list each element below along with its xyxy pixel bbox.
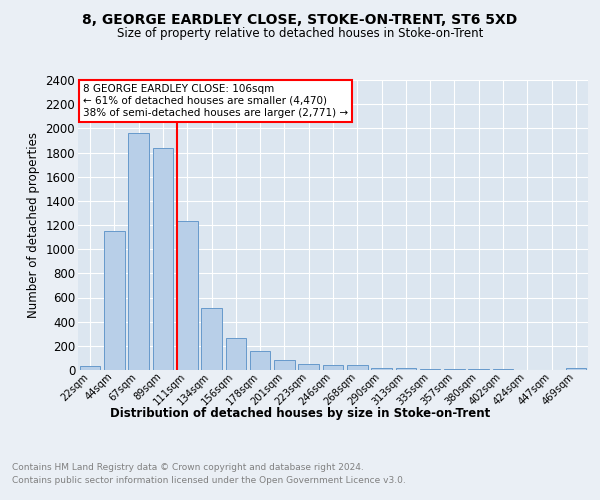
Bar [177,222,197,370]
Bar [323,366,343,370]
Bar [395,368,416,370]
Y-axis label: Number of detached properties: Number of detached properties [27,132,40,318]
Text: Distribution of detached houses by size in Stoke-on-Trent: Distribution of detached houses by size … [110,408,490,420]
Bar [152,148,173,370]
Bar [347,366,368,370]
Text: Contains HM Land Registry data © Crown copyright and database right 2024.: Contains HM Land Registry data © Crown c… [12,462,364,471]
Bar [566,368,586,370]
Bar [80,366,100,370]
Text: Size of property relative to detached houses in Stoke-on-Trent: Size of property relative to detached ho… [117,28,483,40]
Text: Contains public sector information licensed under the Open Government Licence v3: Contains public sector information licen… [12,476,406,485]
Bar [226,338,246,370]
Bar [274,360,295,370]
Bar [298,364,319,370]
Bar [371,368,392,370]
Text: 8, GEORGE EARDLEY CLOSE, STOKE-ON-TRENT, ST6 5XD: 8, GEORGE EARDLEY CLOSE, STOKE-ON-TRENT,… [82,12,518,26]
Text: 8 GEORGE EARDLEY CLOSE: 106sqm
← 61% of detached houses are smaller (4,470)
38% : 8 GEORGE EARDLEY CLOSE: 106sqm ← 61% of … [83,84,348,117]
Bar [201,308,222,370]
Bar [420,369,440,370]
Bar [104,231,125,370]
Bar [128,133,149,370]
Bar [250,352,271,370]
Bar [444,369,465,370]
